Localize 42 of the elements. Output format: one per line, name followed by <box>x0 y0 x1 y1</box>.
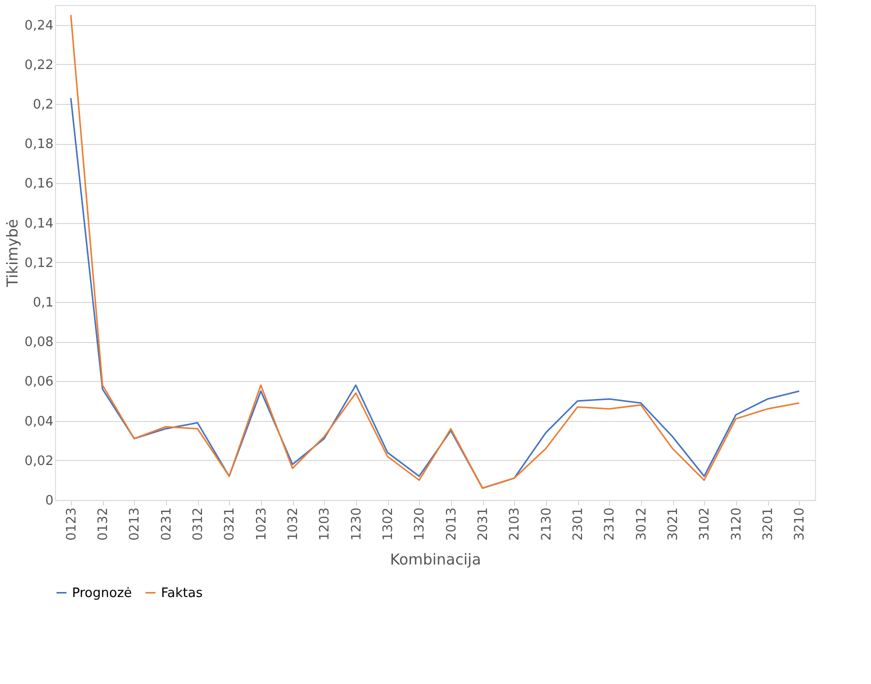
y-tick-label: 0,16 <box>24 176 54 192</box>
x-tick-label: 3012 <box>634 508 650 541</box>
legend-label: Prognozė <box>72 586 132 601</box>
x-tick-label: 1203 <box>318 508 333 541</box>
x-tick-label: 3201 <box>761 508 776 541</box>
x-tick-label: 1320 <box>412 508 428 541</box>
x-tick-label: 2310 <box>602 508 618 541</box>
x-tick-label: 2103 <box>508 508 523 541</box>
y-tick-label: 0,1 <box>32 296 54 310</box>
line-series <box>70 14 800 489</box>
y-tick-label: 0,2 <box>32 98 54 112</box>
x-axis-title: Kombinacija <box>390 550 482 569</box>
x-tick-label: 1023 <box>254 508 270 541</box>
x-tick-label: 3102 <box>698 508 713 541</box>
legend-label: Faktas <box>161 586 203 601</box>
y-tick-label: 0,08 <box>24 335 54 350</box>
x-tick-label: 0312 <box>191 508 206 541</box>
y-tick-label: 0,06 <box>24 374 54 390</box>
x-tick-label: 1230 <box>349 508 364 541</box>
x-tick-label: 1032 <box>286 508 301 541</box>
y-tick-label: 0,24 <box>24 18 54 34</box>
y-tick-label: 0,02 <box>24 454 54 469</box>
x-tick-label: 3120 <box>729 508 744 541</box>
x-tick-label: 1302 <box>381 508 396 541</box>
x-tick-label: 0132 <box>96 508 111 541</box>
y-axis-title: Tikimybė <box>4 219 22 288</box>
x-tick-label: 2031 <box>476 508 491 541</box>
x-tick-label: 2013 <box>444 508 460 541</box>
x-tick-label: 3021 <box>666 508 681 541</box>
y-tick-label: 0,04 <box>24 414 54 430</box>
x-tick-label: 0321 <box>222 508 238 541</box>
y-tick-label: 0,22 <box>24 58 54 73</box>
x-tick-label: 2130 <box>539 508 554 541</box>
y-tick-label: 0 <box>45 494 54 508</box>
x-tick-label: 0123 <box>64 508 80 541</box>
x-tick-label: 0213 <box>128 508 143 541</box>
y-tick-label: 0,14 <box>24 216 54 232</box>
y-tick-label: 0,12 <box>24 256 54 271</box>
x-tick-label: 2301 <box>571 508 586 541</box>
x-tick-label: 0231 <box>159 508 174 541</box>
y-tick-label: 0,18 <box>24 137 54 152</box>
x-tick-label: 3210 <box>792 508 808 541</box>
